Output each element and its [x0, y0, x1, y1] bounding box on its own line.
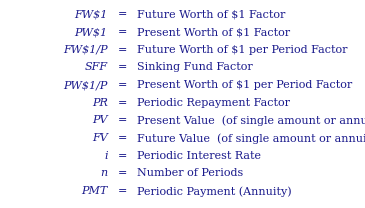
Text: FV: FV — [92, 133, 108, 143]
Text: Future Worth of $1 per Period Factor: Future Worth of $1 per Period Factor — [137, 45, 347, 55]
Text: PV: PV — [92, 115, 108, 125]
Text: =: = — [118, 133, 127, 143]
Text: =: = — [118, 151, 127, 161]
Text: Sinking Fund Factor: Sinking Fund Factor — [137, 62, 253, 72]
Text: FW$1/P: FW$1/P — [63, 45, 108, 55]
Text: Future Worth of $1 Factor: Future Worth of $1 Factor — [137, 9, 285, 19]
Text: =: = — [118, 186, 127, 196]
Text: Present Value  (of single amount or annuity): Present Value (of single amount or annui… — [137, 115, 365, 126]
Text: =: = — [118, 9, 127, 19]
Text: FW$1: FW$1 — [74, 9, 108, 19]
Text: Future Value  (of single amount or annuity): Future Value (of single amount or annuit… — [137, 133, 365, 144]
Text: Present Worth of $1 Factor: Present Worth of $1 Factor — [137, 27, 290, 37]
Text: SFF: SFF — [85, 62, 108, 72]
Text: PW$1: PW$1 — [74, 27, 108, 37]
Text: Periodic Interest Rate: Periodic Interest Rate — [137, 151, 261, 161]
Text: =: = — [118, 80, 127, 90]
Text: n: n — [100, 168, 108, 178]
Text: Periodic Payment (Annuity): Periodic Payment (Annuity) — [137, 186, 292, 197]
Text: Periodic Repayment Factor: Periodic Repayment Factor — [137, 98, 290, 108]
Text: =: = — [118, 45, 127, 55]
Text: PR: PR — [92, 98, 108, 108]
Text: PMT: PMT — [81, 186, 108, 196]
Text: Number of Periods: Number of Periods — [137, 168, 243, 178]
Text: =: = — [118, 27, 127, 37]
Text: Present Worth of $1 per Period Factor: Present Worth of $1 per Period Factor — [137, 80, 352, 90]
Text: =: = — [118, 98, 127, 108]
Text: =: = — [118, 62, 127, 72]
Text: PW$1/P: PW$1/P — [63, 80, 108, 90]
Text: =: = — [118, 115, 127, 125]
Text: i: i — [104, 151, 108, 161]
Text: =: = — [118, 168, 127, 178]
